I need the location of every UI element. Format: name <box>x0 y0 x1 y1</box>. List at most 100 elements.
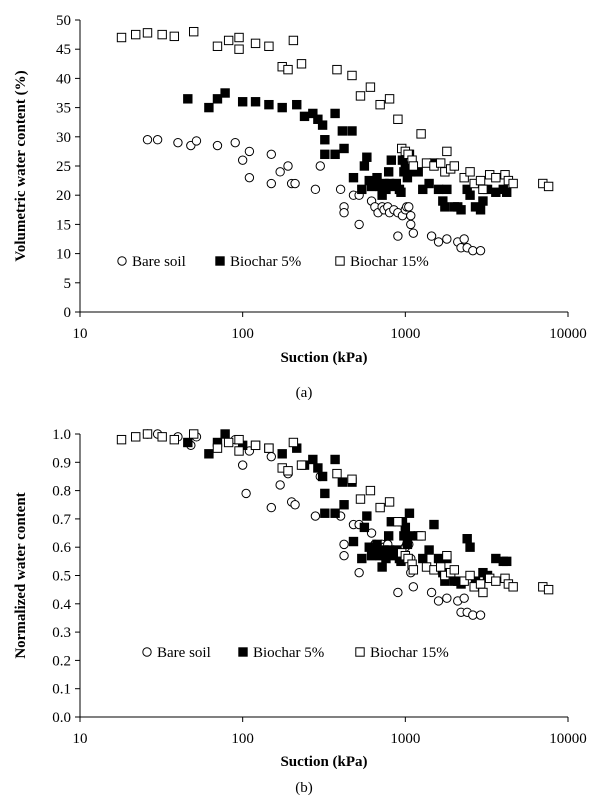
data-point <box>449 565 460 575</box>
data-point <box>442 184 452 195</box>
data-point <box>449 161 460 171</box>
data-point <box>440 202 450 212</box>
data-point <box>237 155 248 165</box>
data-point <box>296 59 307 69</box>
data-point <box>475 245 486 256</box>
data-point <box>250 97 261 107</box>
data-point <box>468 610 478 620</box>
data-point <box>347 474 357 484</box>
data-point <box>234 32 244 43</box>
data-point <box>223 437 234 448</box>
data-point <box>299 111 310 122</box>
data-point <box>400 522 411 533</box>
data-point <box>310 511 321 521</box>
data-point <box>393 587 403 598</box>
data-point <box>413 167 423 177</box>
data-point <box>365 485 376 496</box>
data-point <box>418 184 428 195</box>
data-point <box>406 219 416 230</box>
axes: 0 5 10 15 20 25 30 35 40 45 50 10 100 1000 10000 <box>56 13 587 342</box>
data-point <box>375 502 385 513</box>
y-tick-label: 0 <box>64 305 72 321</box>
data-point <box>244 172 255 183</box>
data-point <box>204 449 214 459</box>
data-point <box>212 140 223 151</box>
x-tick-label: 10000 <box>549 731 587 747</box>
data-point <box>288 35 299 46</box>
data-point <box>404 202 414 212</box>
data-point <box>290 500 300 510</box>
y-tick-label: 50 <box>56 13 71 29</box>
data-point <box>359 161 370 171</box>
data-point <box>408 228 419 238</box>
data-point <box>402 539 413 550</box>
data-point <box>465 190 475 200</box>
data-point <box>359 522 370 533</box>
y-tick-label: 0.1 <box>52 682 71 698</box>
data-point <box>317 120 328 130</box>
data-point <box>264 41 274 51</box>
panel-caption: (a) <box>296 385 313 400</box>
data-point <box>383 531 394 541</box>
y-tick-label: 0.7 <box>52 512 71 528</box>
data-point <box>237 460 248 470</box>
data-point <box>157 29 167 40</box>
data-point <box>508 178 518 189</box>
data-point <box>313 114 323 124</box>
y-tick-label: 0.8 <box>52 484 71 500</box>
data-point <box>335 184 346 195</box>
data-point <box>424 545 434 555</box>
data-point <box>433 553 444 564</box>
data-point <box>393 517 403 527</box>
data-point <box>475 579 486 589</box>
data-point <box>442 550 452 561</box>
data-point <box>393 231 403 241</box>
data-point <box>408 161 419 171</box>
legend-label: Biochar 5% <box>230 254 301 270</box>
data-point <box>475 610 486 620</box>
legend-marker <box>215 256 225 266</box>
data-point <box>377 562 387 572</box>
data-point <box>386 155 397 165</box>
data-point <box>223 35 234 46</box>
y-tick-label: 40 <box>56 71 71 87</box>
data-point <box>220 429 230 439</box>
data-point <box>478 184 488 195</box>
legend-label: Biochar 15% <box>350 254 429 270</box>
data-point <box>332 468 342 479</box>
data-point <box>234 446 244 456</box>
data-point <box>339 539 349 550</box>
data-point <box>426 231 437 241</box>
data-point <box>436 158 446 168</box>
panel-caption: (b) <box>295 780 313 796</box>
data-point <box>292 99 302 110</box>
data-point <box>354 219 364 230</box>
y-tick-label: 30 <box>56 130 71 146</box>
y-tick-label: 0.6 <box>52 540 71 556</box>
data-point <box>442 146 452 157</box>
data-point <box>433 184 444 195</box>
chart-b: 0.0 0.1 0.2 0.3 0.4 0.5 0.6 0.7 0.8 0.9 1.0 10 100 10… <box>13 427 587 796</box>
data-point <box>442 234 452 244</box>
data-point <box>266 451 277 462</box>
y-tick-label: 20 <box>56 188 71 204</box>
data-point <box>264 443 274 453</box>
data-point <box>330 149 340 160</box>
data-point <box>332 64 342 75</box>
data-point <box>244 146 255 157</box>
data-point <box>183 94 193 104</box>
data-point <box>212 443 223 453</box>
data-point <box>266 178 277 189</box>
legend: Bare soil Biochar 5% Biochar 15% <box>117 254 429 270</box>
data-point <box>288 437 299 448</box>
data-point <box>375 99 385 110</box>
data-point <box>191 136 202 146</box>
data-point <box>429 519 439 530</box>
y-tick-label: 1.0 <box>52 427 71 443</box>
data-point <box>426 587 437 598</box>
data-point <box>320 149 330 160</box>
data-point <box>408 582 419 592</box>
data-point <box>355 494 366 504</box>
y-tick-label: 0.9 <box>52 455 71 471</box>
data-point <box>436 562 446 572</box>
